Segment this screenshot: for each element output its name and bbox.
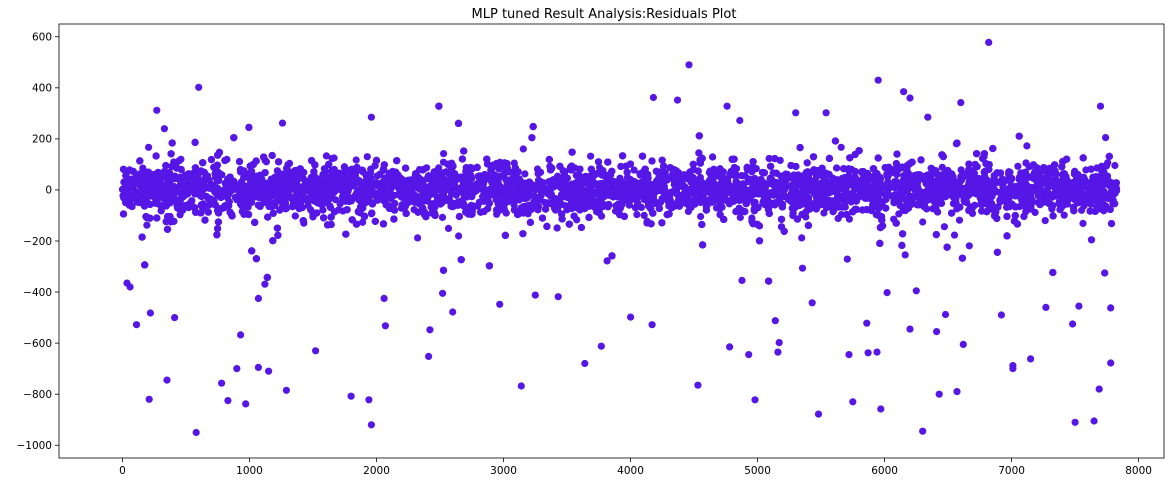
scatter-point bbox=[322, 152, 330, 160]
scatter-point bbox=[957, 166, 965, 174]
scatter-point bbox=[919, 218, 927, 226]
scatter-point bbox=[444, 224, 453, 232]
scatter-point bbox=[603, 257, 611, 265]
scatter-point bbox=[901, 251, 909, 259]
scatter-point bbox=[587, 152, 595, 160]
scatter-point bbox=[143, 221, 151, 229]
scatter-point bbox=[414, 234, 422, 242]
scatter-point bbox=[640, 211, 648, 219]
scatter-point bbox=[1014, 162, 1022, 170]
scatter-point bbox=[521, 170, 529, 178]
scatter-point bbox=[834, 214, 842, 223]
scatter-point bbox=[837, 143, 845, 151]
scatter-point bbox=[519, 145, 527, 153]
scatter-point bbox=[938, 163, 946, 171]
scatter-point bbox=[738, 276, 746, 284]
scatter-point bbox=[697, 212, 705, 221]
scatter-point bbox=[736, 213, 744, 222]
scatter-point bbox=[352, 156, 360, 164]
scatter-point bbox=[965, 242, 973, 250]
scatter-point bbox=[261, 280, 269, 288]
scatter-point bbox=[1041, 217, 1049, 225]
scatter-point bbox=[798, 264, 807, 272]
scatter-point bbox=[940, 223, 949, 231]
scatter-point bbox=[1060, 211, 1068, 219]
scatter-point bbox=[359, 218, 367, 226]
scatter-point bbox=[630, 166, 638, 174]
scatter-point bbox=[950, 231, 959, 239]
scatter-point bbox=[843, 255, 851, 263]
scatter-point bbox=[798, 234, 806, 242]
scatter-point bbox=[440, 150, 448, 158]
scatter-point bbox=[145, 143, 153, 151]
scatter-point bbox=[541, 198, 549, 206]
scatter-point bbox=[438, 213, 447, 221]
chart-title: MLP tuned Result Analysis:Residuals Plot bbox=[472, 7, 737, 22]
scatter-point bbox=[455, 232, 463, 240]
scatter-point bbox=[1111, 161, 1119, 170]
scatter-point bbox=[895, 210, 903, 218]
data-points bbox=[119, 38, 1121, 437]
scatter-point bbox=[776, 156, 784, 164]
scatter-point bbox=[1023, 142, 1031, 150]
scatter-point bbox=[633, 211, 641, 219]
scatter-point bbox=[363, 153, 371, 161]
scatter-point bbox=[955, 216, 964, 224]
scatter-point bbox=[1079, 219, 1087, 227]
